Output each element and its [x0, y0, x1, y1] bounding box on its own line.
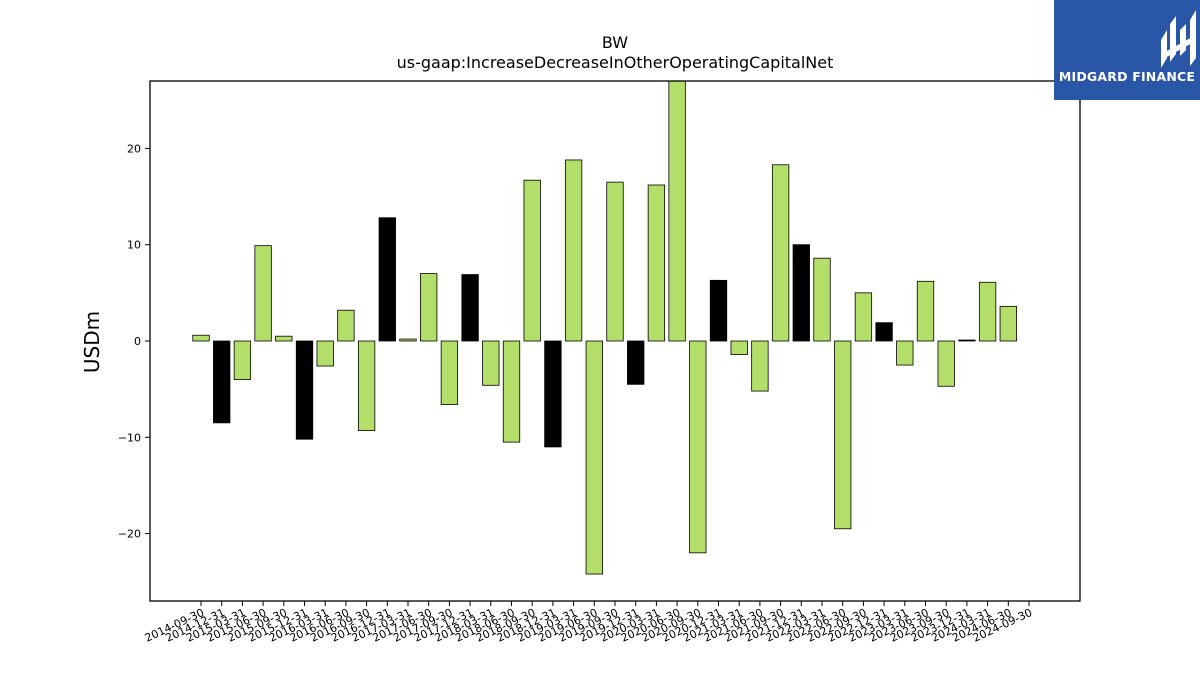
plot-frame — [149, 80, 1081, 602]
bar-2016-06-30 — [337, 309, 355, 342]
y-tick-label: −10 — [118, 431, 141, 444]
bar-2023-03-31 — [896, 340, 914, 366]
bar-2022-06-30 — [834, 340, 852, 530]
bar-2021-12-31 — [792, 244, 810, 342]
bar-2024-06-30 — [999, 305, 1017, 342]
bar-2014-12-31 — [213, 340, 231, 424]
bar-2018-06-30 — [502, 340, 521, 443]
x-axis-ticks: 2014-09-302014-12-312015-03-312015-06-30… — [143, 601, 1034, 645]
y-axis-label: USDm — [80, 311, 104, 373]
bar-2016-09-30 — [357, 340, 376, 431]
bar-2023-09-30 — [937, 340, 955, 387]
bar-2020-09-30 — [689, 340, 707, 554]
bar-2022-03-31 — [813, 257, 831, 342]
y-tick-label: 0 — [134, 335, 141, 348]
bar-2014-09-30 — [192, 334, 210, 342]
bar-2016-12-31 — [378, 217, 396, 342]
bar-2020-06-30 — [668, 80, 686, 342]
y-axis-ticks: −20 −10 0 10 20 — [118, 142, 150, 541]
bar-2015-12-31 — [295, 340, 314, 440]
bar-2021-06-30 — [751, 340, 769, 392]
midgard-finance-logo: MIDGARD FINANCE — [1054, 0, 1200, 100]
y-tick-label: −20 — [118, 528, 141, 541]
bar-2019-12-31 — [627, 340, 645, 385]
bar-2023-06-30 — [916, 280, 935, 342]
bar-2024-03-31 — [978, 281, 997, 342]
bar-2017-12-31 — [461, 274, 479, 342]
bar-2021-03-31 — [730, 340, 748, 355]
bar-2019-09-30 — [606, 181, 624, 342]
bar-2022-12-31 — [875, 322, 893, 342]
bar-2015-06-30 — [254, 245, 272, 342]
bar-2018-03-31 — [482, 340, 500, 386]
bar-2017-03-31 — [399, 338, 417, 342]
bar-2021-09-30 — [771, 164, 790, 342]
bar-2019-03-31 — [564, 159, 583, 342]
logo-mark-icon — [1161, 10, 1196, 68]
bar-2017-06-30 — [420, 273, 438, 342]
chart-subtitle: us-gaap:IncreaseDecreaseInOtherOperating… — [397, 53, 834, 72]
bar-2015-03-31 — [233, 340, 252, 380]
bar-2022-09-30 — [854, 292, 873, 342]
bars-group — [192, 80, 1017, 575]
bar-2020-03-31 — [647, 184, 666, 342]
bar-2017-09-30 — [440, 340, 459, 405]
y-tick-label: 10 — [127, 239, 141, 252]
bar-2018-09-30 — [523, 179, 541, 342]
bar-2018-12-31 — [544, 340, 562, 448]
bar-2015-09-30 — [275, 335, 293, 342]
bar-2023-12-31 — [958, 339, 976, 342]
bar-2019-06-30 — [585, 340, 603, 575]
logo-text: MIDGARD FINANCE — [1058, 69, 1196, 84]
chart-title: BW — [602, 33, 628, 52]
y-tick-label: 20 — [127, 142, 141, 155]
bar-2020-12-31 — [709, 279, 728, 342]
bar-2016-03-31 — [316, 340, 334, 367]
